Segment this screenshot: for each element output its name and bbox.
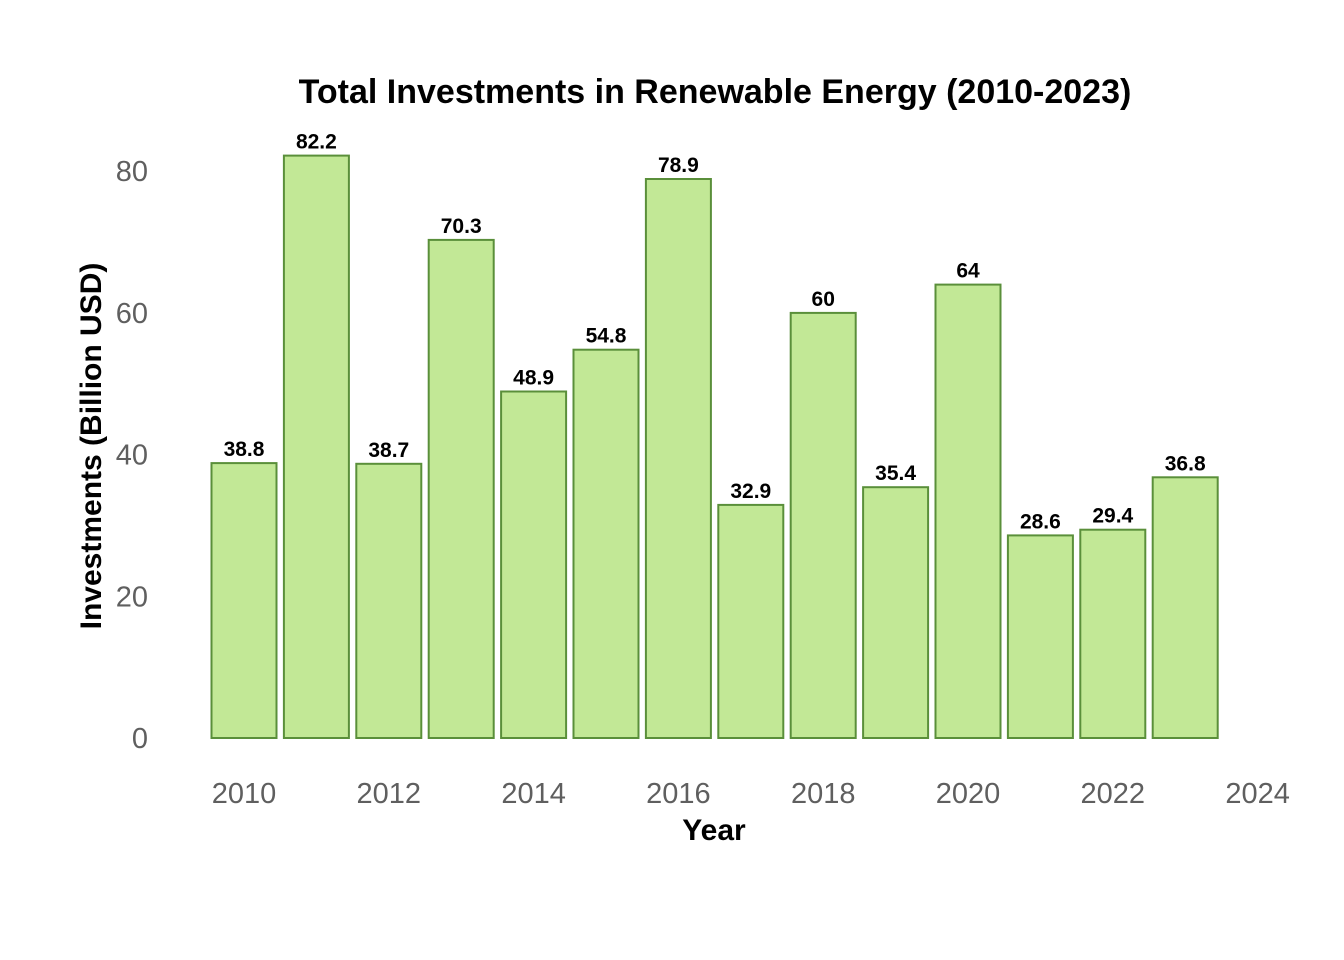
bar-2015	[572, 348, 640, 739]
x-tick-label-2016: 2016	[646, 778, 711, 810]
bar-2020	[934, 283, 1002, 739]
y-tick-labels: 0 20 40 60 80	[116, 156, 148, 755]
y-tick-label-0: 0	[132, 723, 148, 755]
y-tick-label-60: 60	[116, 298, 148, 330]
bar-2010	[210, 462, 278, 739]
data-label-2018: 60	[812, 288, 835, 311]
data-label-2011: 82.2	[296, 131, 337, 154]
bar-2018	[789, 311, 857, 739]
chart-title: Total Investments in Renewable Energy (2…	[299, 73, 1132, 111]
data-label-2022: 29.4	[1092, 505, 1133, 528]
x-tick-label-2024: 2024	[1225, 778, 1290, 810]
bar-2022	[1079, 528, 1147, 740]
data-label-2017: 32.9	[730, 480, 771, 503]
data-label-2016: 78.9	[658, 154, 699, 177]
data-label-2010: 38.8	[224, 438, 265, 461]
y-tick-label-40: 40	[116, 440, 148, 472]
y-axis-label: Investments (Billion USD)	[75, 263, 108, 630]
data-label-2012: 38.7	[368, 439, 409, 462]
bar-2013	[427, 238, 495, 739]
bar-2023	[1151, 476, 1219, 739]
bar-2016	[644, 178, 712, 739]
data-label-2021: 28.6	[1020, 510, 1061, 533]
bar-2014	[500, 390, 568, 739]
x-tick-label-2018: 2018	[791, 778, 856, 810]
x-tick-label-2014: 2014	[501, 778, 566, 810]
data-label-2013: 70.3	[441, 215, 482, 238]
bar-2011	[282, 154, 350, 740]
x-tick-labels: 2010 2012 2014 2016 2018 2020 2022 2024	[212, 778, 1290, 810]
data-labels-group: 38.8 82.2 38.7 70.3 48.9 54.8 78.9 32.9 60 35.4 64…	[224, 131, 1206, 534]
y-tick-label-20: 20	[116, 581, 148, 613]
bar-2012	[355, 462, 423, 739]
y-tick-label-80: 80	[116, 156, 148, 188]
x-tick-label-2020: 2020	[936, 778, 1001, 810]
data-label-2023: 36.8	[1165, 452, 1206, 475]
bar-2019	[862, 486, 930, 740]
bar-2021	[1006, 534, 1074, 740]
x-tick-label-2022: 2022	[1081, 778, 1146, 810]
data-label-2015: 54.8	[586, 325, 627, 348]
data-label-2020: 64	[956, 260, 980, 283]
x-axis-label: Year	[682, 814, 746, 847]
data-label-2014: 48.9	[513, 367, 554, 390]
data-label-2019: 35.4	[875, 462, 916, 485]
x-tick-label-2012: 2012	[357, 778, 422, 810]
x-tick-label-2010: 2010	[212, 778, 277, 810]
bar-2017	[717, 503, 785, 739]
bars-group	[210, 154, 1219, 740]
